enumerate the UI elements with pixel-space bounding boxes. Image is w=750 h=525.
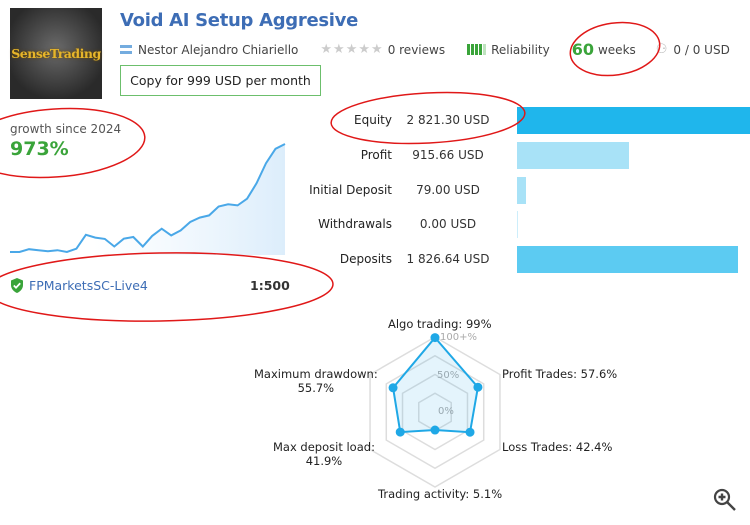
radar-point <box>465 427 475 437</box>
balance-bar <box>517 246 739 273</box>
radar-grid-ring <box>401 373 469 451</box>
balance-bar <box>517 177 527 204</box>
balance-label: Initial Deposit <box>309 183 392 197</box>
balance-value: 2 821.30 USD <box>406 113 490 127</box>
weeks-value: 60 <box>571 40 594 59</box>
argentina-flag-icon <box>120 45 132 54</box>
broker-link[interactable]: FPMarketsSC-Live4 <box>10 278 148 293</box>
radar-label-algo: Algo trading: 99% <box>388 317 492 331</box>
balance-label: Equity <box>354 113 392 127</box>
subscribers-value: 0 / 0 USD <box>673 42 730 57</box>
meta-row: Nestor Alejandro Chiariello ★★★★★ 0 revi… <box>120 40 730 59</box>
radar-label-activity: Trading activity: 5.1% <box>378 487 503 501</box>
broker-name: FPMarketsSC-Live4 <box>29 278 148 293</box>
deposit-load-label: Max deposit load: <box>273 440 375 454</box>
balance-bar <box>517 142 629 169</box>
growth-line <box>10 143 286 254</box>
balance-value: 915.66 USD <box>412 148 484 162</box>
rating-stars-icon: ★★★★★ <box>320 42 384 57</box>
author-link[interactable]: Nestor Alejandro Chiariello <box>138 42 299 57</box>
radar-tick-0: 0% <box>438 406 454 417</box>
drawdown-label: Maximum drawdown: <box>254 367 378 381</box>
zoom-in-icon[interactable] <box>712 487 738 513</box>
deposit-load-value: 41.9% <box>305 454 343 468</box>
radar-label-loss-trades: Loss Trades: 42.4% <box>502 440 613 454</box>
balance-label: Withdrawals <box>318 217 392 231</box>
balance-label: Profit <box>360 148 392 162</box>
strategy-logo: SenseTrading <box>10 8 102 99</box>
radar-chart: 100+% 50% 0% <box>369 332 501 488</box>
radar-tick-50: 50% <box>437 370 459 381</box>
copy-button[interactable]: Copy for 999 USD per month <box>120 65 321 96</box>
balance-value: 1 826.64 USD <box>406 252 490 266</box>
radar-tick-100: 100+% <box>440 332 477 343</box>
balance-row-profit: Profit 915.66 USD <box>290 142 750 169</box>
drawdown-value: 55.7% <box>297 381 335 395</box>
radar-area <box>392 336 479 434</box>
radar-grid-ring <box>369 336 501 488</box>
radar-point <box>430 333 440 343</box>
balance-row-equity: Equity 2 821.30 USD <box>290 107 750 134</box>
verified-shield-icon <box>11 278 23 293</box>
reliability-bars-icon <box>467 44 487 55</box>
page-title[interactable]: Void AI Setup Aggresive <box>120 10 358 31</box>
reviews-link[interactable]: 0 reviews <box>387 42 446 57</box>
reliability-label: Reliability <box>491 42 550 57</box>
radar-grid-ring <box>385 354 485 470</box>
balance-value: 0.00 USD <box>419 217 477 231</box>
radar-point <box>473 382 483 392</box>
radar-label-profit-trades: Profit Trades: 57.6% <box>502 367 618 381</box>
growth-area <box>10 144 285 255</box>
balance-bar <box>517 211 518 238</box>
balance-row-withdrawals: Withdrawals 0.00 USD <box>290 211 750 238</box>
radar-point <box>388 383 398 393</box>
subscribers-icon: ⚇ <box>655 42 668 57</box>
radar-point <box>395 427 405 437</box>
balance-value: 79.00 USD <box>416 183 480 197</box>
radar-label-drawdown: Maximum drawdown: 55.7% <box>254 367 378 395</box>
balance-row-initial-deposit: Initial Deposit 79.00 USD <box>290 177 750 204</box>
growth-sparkline <box>10 143 286 255</box>
weeks-label: weeks <box>597 42 636 57</box>
radar-label-deposit-load: Max deposit load: 41.9% <box>273 440 375 468</box>
logo-text: SenseTrading <box>11 46 101 61</box>
balance-label: Deposits <box>339 252 392 266</box>
radar-point <box>430 425 440 435</box>
leverage-value: 1:500 <box>250 278 290 293</box>
balance-bar <box>517 107 750 134</box>
balance-row-deposits: Deposits 1 826.64 USD <box>290 246 750 273</box>
